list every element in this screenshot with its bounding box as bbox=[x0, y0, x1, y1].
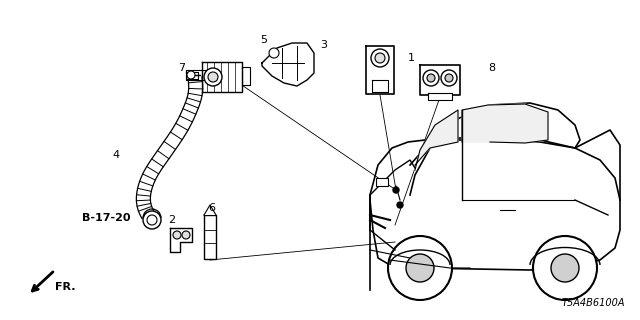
Polygon shape bbox=[186, 72, 198, 79]
Text: 4: 4 bbox=[112, 150, 119, 160]
Text: 6: 6 bbox=[208, 203, 215, 213]
Polygon shape bbox=[204, 215, 216, 259]
Polygon shape bbox=[410, 103, 580, 195]
Circle shape bbox=[445, 74, 453, 82]
Polygon shape bbox=[136, 77, 203, 219]
Circle shape bbox=[371, 49, 389, 67]
Polygon shape bbox=[415, 110, 458, 170]
Polygon shape bbox=[420, 65, 460, 95]
Text: 2: 2 bbox=[168, 215, 175, 225]
Circle shape bbox=[147, 215, 157, 225]
Polygon shape bbox=[372, 80, 388, 92]
Circle shape bbox=[208, 72, 218, 82]
Text: T5A4B6100A: T5A4B6100A bbox=[561, 298, 625, 308]
Text: FR.: FR. bbox=[55, 282, 76, 292]
Circle shape bbox=[187, 71, 195, 79]
Polygon shape bbox=[170, 228, 192, 252]
Text: B-17-20: B-17-20 bbox=[82, 213, 131, 223]
Polygon shape bbox=[428, 93, 452, 100]
Polygon shape bbox=[204, 205, 216, 215]
Polygon shape bbox=[462, 104, 548, 143]
Circle shape bbox=[388, 236, 452, 300]
Circle shape bbox=[182, 231, 190, 239]
Circle shape bbox=[204, 68, 222, 86]
Polygon shape bbox=[242, 67, 250, 85]
Polygon shape bbox=[202, 62, 242, 92]
Circle shape bbox=[143, 211, 161, 229]
Circle shape bbox=[533, 236, 597, 300]
Polygon shape bbox=[366, 46, 394, 94]
Polygon shape bbox=[262, 43, 314, 86]
Circle shape bbox=[269, 48, 279, 58]
Circle shape bbox=[397, 202, 403, 208]
Circle shape bbox=[427, 74, 435, 82]
Text: 3: 3 bbox=[320, 40, 327, 50]
Text: 7: 7 bbox=[178, 63, 185, 73]
Polygon shape bbox=[186, 70, 206, 80]
Circle shape bbox=[406, 254, 434, 282]
Text: 5: 5 bbox=[260, 35, 267, 45]
Circle shape bbox=[441, 70, 457, 86]
Circle shape bbox=[423, 70, 439, 86]
Text: 1: 1 bbox=[408, 53, 415, 63]
Circle shape bbox=[375, 53, 385, 63]
Polygon shape bbox=[370, 138, 620, 290]
Circle shape bbox=[173, 231, 181, 239]
Circle shape bbox=[393, 187, 399, 193]
Circle shape bbox=[551, 254, 579, 282]
Text: 8: 8 bbox=[488, 63, 495, 73]
Bar bbox=[376, 178, 388, 186]
